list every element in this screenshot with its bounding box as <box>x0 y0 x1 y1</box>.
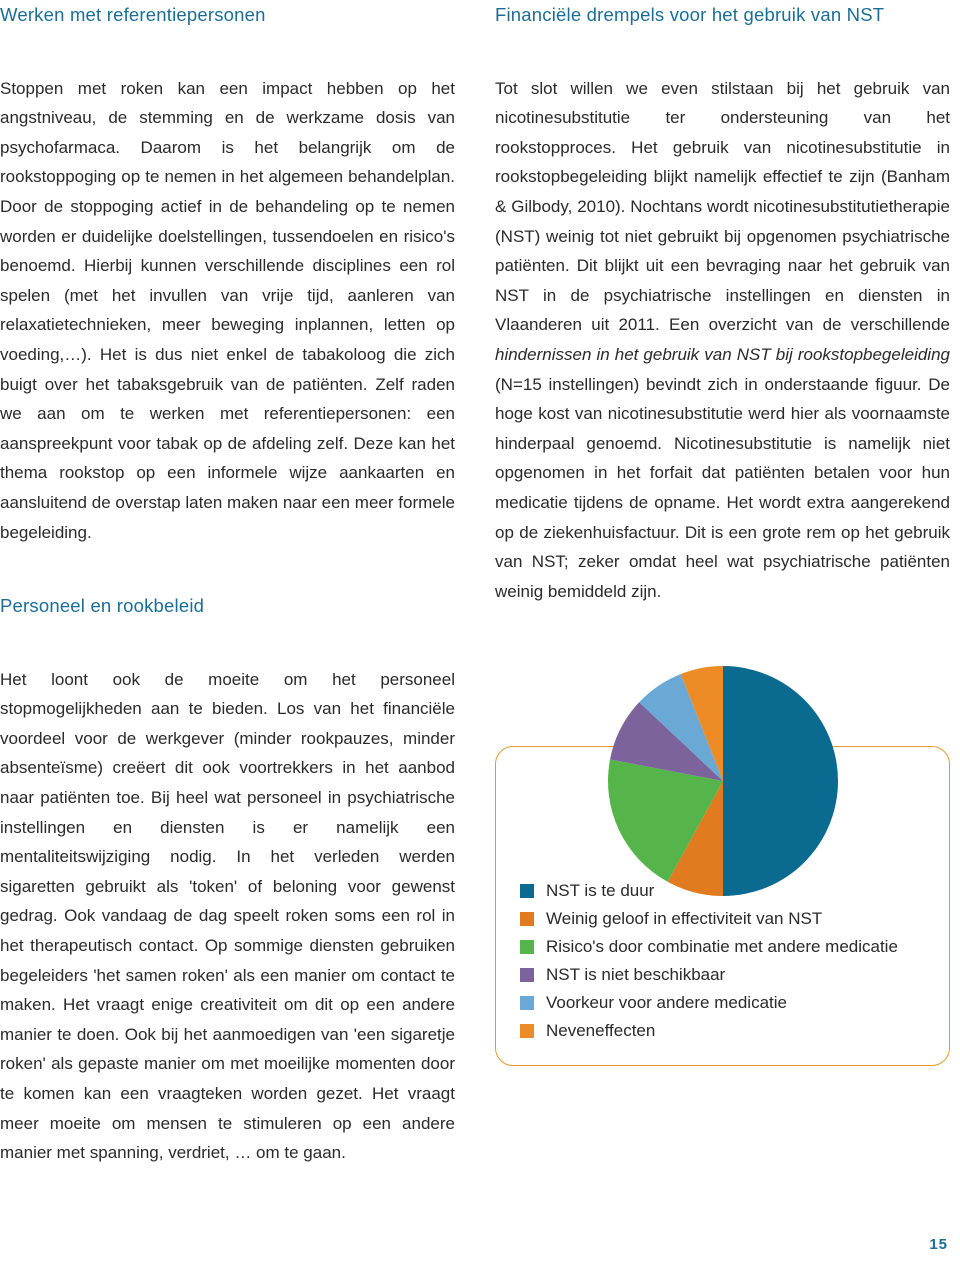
legend-label: Risico's door combinatie met andere medi… <box>546 933 898 961</box>
legend-swatch <box>520 884 534 898</box>
pie-chart <box>608 666 838 896</box>
para-italic: hindernissen in het gebruik van NST bij … <box>495 345 950 364</box>
legend-label: Neveneffecten <box>546 1017 655 1045</box>
legend-item: Neveneffecten <box>520 1017 925 1045</box>
legend-label: NST is niet beschikbaar <box>546 961 725 989</box>
legend-item: Voorkeur voor andere medicatie <box>520 989 925 1017</box>
page-number: 15 <box>929 1236 948 1253</box>
para-referentiepersonen: Stoppen met roken kan een impact hebben … <box>0 74 455 548</box>
para-financiele-drempels: Tot slot willen we even stilstaan bij he… <box>495 74 950 607</box>
page-columns: Werken met referentiepersonen Stoppen me… <box>0 0 960 1168</box>
heading-personeel: Personeel en rookbeleid <box>0 591 455 621</box>
legend-item: Risico's door combinatie met andere medi… <box>520 933 925 961</box>
legend-swatch <box>520 996 534 1010</box>
legend-item: Weinig geloof in effectiviteit van NST <box>520 905 925 933</box>
heading-referentiepersonen: Werken met referentiepersonen <box>0 0 455 30</box>
legend-swatch <box>520 1024 534 1038</box>
legend-label: Voorkeur voor andere medicatie <box>546 989 787 1017</box>
legend-item: NST is niet beschikbaar <box>520 961 925 989</box>
legend-swatch <box>520 912 534 926</box>
right-column: Financiële drempels voor het gebruik van… <box>495 0 950 1168</box>
left-column: Werken met referentiepersonen Stoppen me… <box>0 0 455 1168</box>
pie-chart-section: NST is te duurWeinig geloof in effectivi… <box>495 666 950 1066</box>
legend-swatch <box>520 968 534 982</box>
pie-slice <box>723 666 838 896</box>
legend-swatch <box>520 940 534 954</box>
para-pre: Tot slot willen we even stilstaan bij he… <box>495 79 950 335</box>
heading-financiele-drempels: Financiële drempels voor het gebruik van… <box>495 0 950 30</box>
legend-label: Weinig geloof in effectiviteit van NST <box>546 905 822 933</box>
para-personeel: Het loont ook de moeite om het personeel… <box>0 665 455 1168</box>
para-post: (N=15 instellingen) bevindt zich in onde… <box>495 375 950 601</box>
